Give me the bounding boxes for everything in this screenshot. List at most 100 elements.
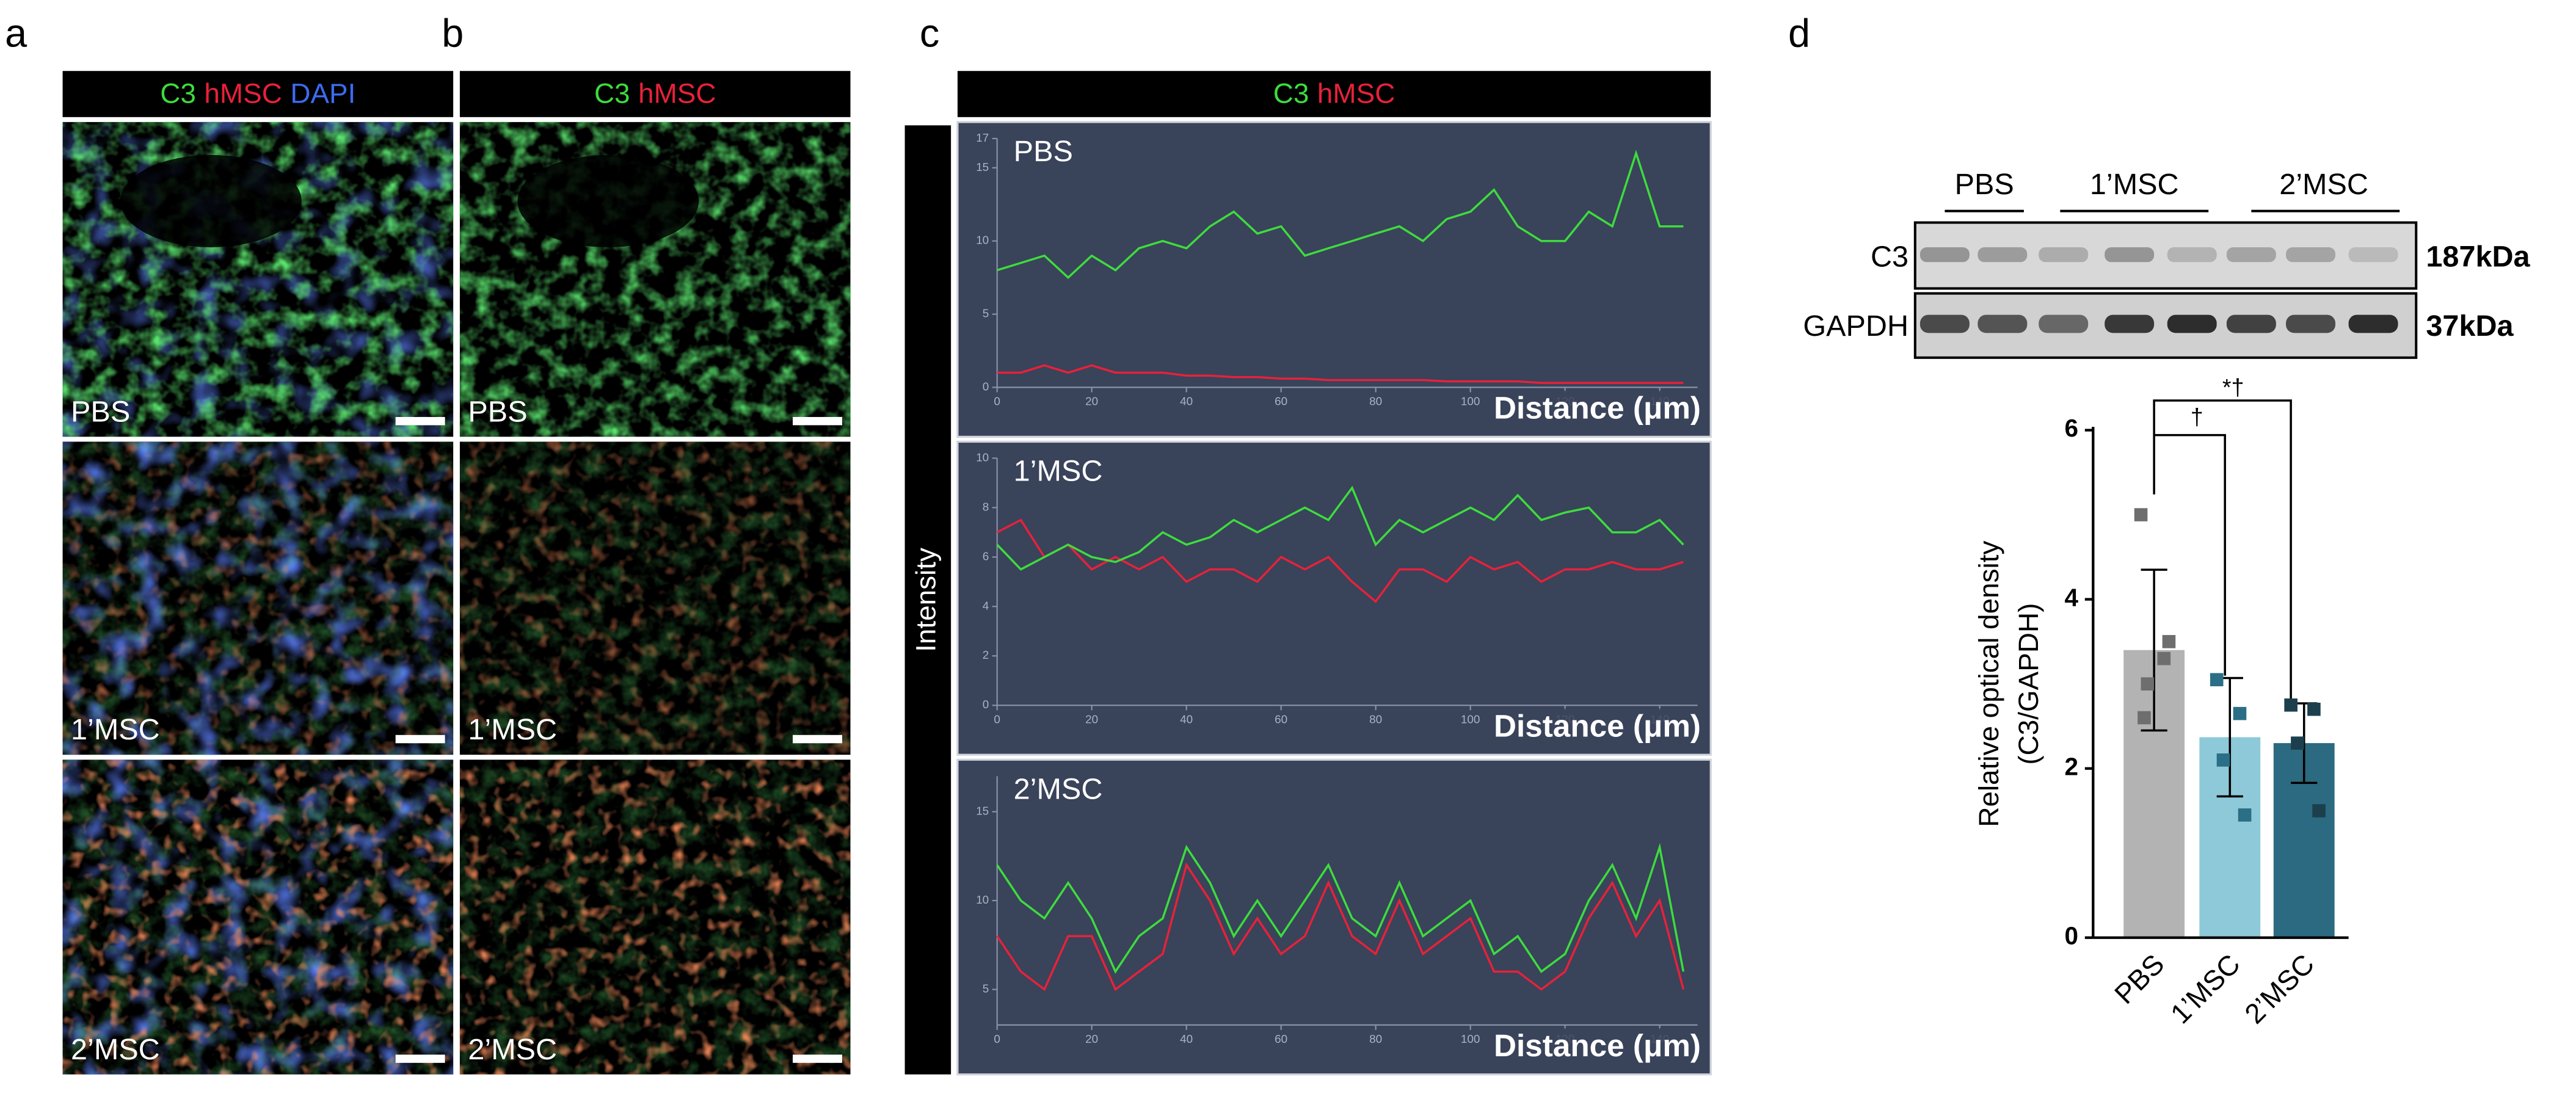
channel-name: C3 xyxy=(1273,78,1309,109)
channel-name: C3 xyxy=(594,78,630,109)
y-tick-label: 10 xyxy=(976,234,989,247)
y-tick-label: 17 xyxy=(976,132,989,145)
profile-line xyxy=(996,862,1685,992)
condition-label: 2’MSC xyxy=(468,1033,557,1066)
data-point xyxy=(2162,635,2176,648)
x-tick-label: 20 xyxy=(1085,396,1098,408)
profile-line xyxy=(997,364,1684,384)
data-point xyxy=(2291,736,2304,750)
x-tick-label: 60 xyxy=(1275,713,1287,726)
sig-label: † xyxy=(2191,405,2203,430)
scale-bar xyxy=(793,734,843,744)
channel-name: hMSC xyxy=(638,78,716,109)
y-tick-label: 4 xyxy=(2064,583,2078,611)
band xyxy=(2039,314,2089,333)
condition-label: 1’MSC xyxy=(468,713,557,746)
profile-line xyxy=(997,150,1684,280)
channel-name: hMSC xyxy=(1317,78,1395,109)
scale-bar xyxy=(793,1054,843,1063)
y-tick-label: 2 xyxy=(983,649,989,662)
band xyxy=(2105,314,2155,333)
y-label-bar xyxy=(904,125,951,1075)
data-point xyxy=(2138,711,2151,725)
condition-label: 1’MSC xyxy=(71,713,160,746)
profile-line xyxy=(996,518,1684,603)
micrographs: PBS 1’MSC 2’MSC PBS 1’MSC 2’MSC xyxy=(62,122,851,1075)
band xyxy=(2348,314,2398,333)
data-point xyxy=(2141,677,2155,691)
x-tick-label: 0 xyxy=(994,396,1000,408)
data-point xyxy=(2284,698,2298,712)
x-tick-label: 100 xyxy=(1461,713,1480,726)
band xyxy=(2226,314,2276,333)
blot-size: 37kDa xyxy=(2426,310,2514,343)
profile-box xyxy=(956,440,1712,756)
blot-size: 187kDa xyxy=(2426,241,2530,274)
header-text: C3 hMSC xyxy=(594,78,716,109)
y-label: Relative optical density xyxy=(1973,541,2004,827)
x-tick-label: 40 xyxy=(1180,396,1193,408)
y-tick-label: 8 xyxy=(983,501,989,513)
band xyxy=(2039,247,2089,263)
band xyxy=(2167,247,2217,263)
x-tick-label: 80 xyxy=(1369,713,1382,726)
x-label-bg xyxy=(1483,390,1698,432)
blot-c3 xyxy=(1913,221,2418,290)
y-tick-label: 5 xyxy=(983,308,989,321)
y-label: (C3/GAPDH) xyxy=(2012,603,2044,765)
micrograph-hmsc xyxy=(459,760,851,1075)
y-label: Intensity xyxy=(909,548,941,652)
y-tick-label: 5 xyxy=(983,983,989,996)
blot-group: PBS xyxy=(1955,168,2014,201)
band xyxy=(1919,314,1970,333)
x-tick-label: 20 xyxy=(1085,713,1098,726)
blot-row-label: GAPDH xyxy=(1803,310,1908,343)
x-tick-label: 20 xyxy=(1085,1033,1098,1046)
x-tick-label: 100 xyxy=(1461,396,1480,408)
scale-bar xyxy=(793,416,843,426)
lumen xyxy=(517,154,699,247)
header-text: C3 hMSC DAPI xyxy=(160,78,355,109)
y-tick-label: 0 xyxy=(983,380,989,393)
data-point xyxy=(2157,651,2171,666)
profile-box xyxy=(956,758,1712,1076)
x-tick-label: 40 xyxy=(1180,713,1193,726)
x-tick-label: 2’MSC xyxy=(2238,948,2320,1029)
header-bar xyxy=(957,71,1711,117)
micrograph-hmsc xyxy=(62,441,454,755)
y-tick-label: 15 xyxy=(976,161,989,174)
x-tick-label: 0 xyxy=(994,713,1000,726)
band xyxy=(1977,247,2028,263)
blot-row-label: C3 xyxy=(1871,241,1908,274)
lumen xyxy=(120,154,302,247)
data-point xyxy=(2233,706,2247,720)
profile-line xyxy=(996,485,1684,571)
y-tick-label: 15 xyxy=(976,805,989,818)
sig-label: *† xyxy=(2222,375,2244,401)
band xyxy=(1919,247,1970,263)
y-tick-label: 4 xyxy=(983,600,989,612)
data-point xyxy=(2238,808,2252,822)
panel-label: b xyxy=(442,11,464,56)
y-tick-label: 10 xyxy=(976,894,989,907)
y-tick-label: 6 xyxy=(983,550,989,563)
x-label: Distance (μm) xyxy=(1494,1028,1701,1063)
scale-bar xyxy=(395,416,445,426)
x-tick-label: 100 xyxy=(1461,1033,1480,1046)
channel-name: C3 xyxy=(160,78,196,109)
data-point xyxy=(2312,804,2326,818)
band xyxy=(1977,314,2028,333)
x-tick-label: 80 xyxy=(1369,1033,1382,1046)
header-bar xyxy=(62,71,454,117)
data-point xyxy=(2216,753,2230,767)
header-text: C3 hMSC xyxy=(1273,78,1395,109)
micrograph-hmsc xyxy=(459,441,851,755)
scale-bar xyxy=(395,734,445,744)
profile-label: PBS xyxy=(1014,135,1073,168)
y-tick-label: 6 xyxy=(2064,414,2078,442)
blot-group: 1’MSC xyxy=(2090,168,2179,201)
y-tick-label: 0 xyxy=(983,698,989,711)
profile-line xyxy=(996,843,1685,974)
